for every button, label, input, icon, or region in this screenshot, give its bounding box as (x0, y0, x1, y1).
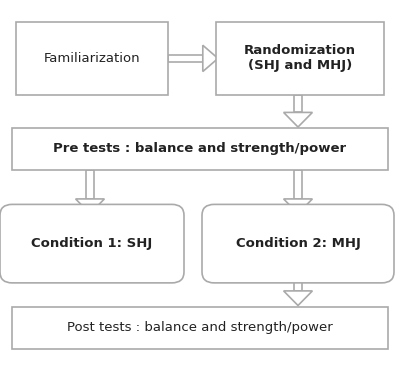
FancyBboxPatch shape (86, 170, 94, 199)
Text: Pre tests : balance and strength/power: Pre tests : balance and strength/power (54, 142, 346, 155)
FancyBboxPatch shape (16, 22, 168, 95)
FancyBboxPatch shape (0, 204, 184, 283)
FancyBboxPatch shape (168, 55, 203, 62)
Text: Condition 2: MHJ: Condition 2: MHJ (236, 237, 360, 250)
Polygon shape (76, 199, 104, 214)
Polygon shape (284, 112, 312, 127)
Polygon shape (284, 291, 312, 306)
FancyBboxPatch shape (12, 307, 388, 349)
Polygon shape (284, 199, 312, 214)
FancyBboxPatch shape (216, 22, 384, 95)
FancyBboxPatch shape (294, 170, 302, 199)
FancyBboxPatch shape (202, 204, 394, 283)
Polygon shape (203, 45, 218, 72)
Text: Post tests : balance and strength/power: Post tests : balance and strength/power (67, 321, 333, 334)
FancyBboxPatch shape (294, 272, 302, 291)
Text: Randomization
(SHJ and MHJ): Randomization (SHJ and MHJ) (244, 45, 356, 72)
FancyBboxPatch shape (12, 128, 388, 170)
FancyBboxPatch shape (294, 95, 302, 112)
Text: Condition 1: SHJ: Condition 1: SHJ (31, 237, 153, 250)
Text: Familiarization: Familiarization (44, 52, 140, 65)
